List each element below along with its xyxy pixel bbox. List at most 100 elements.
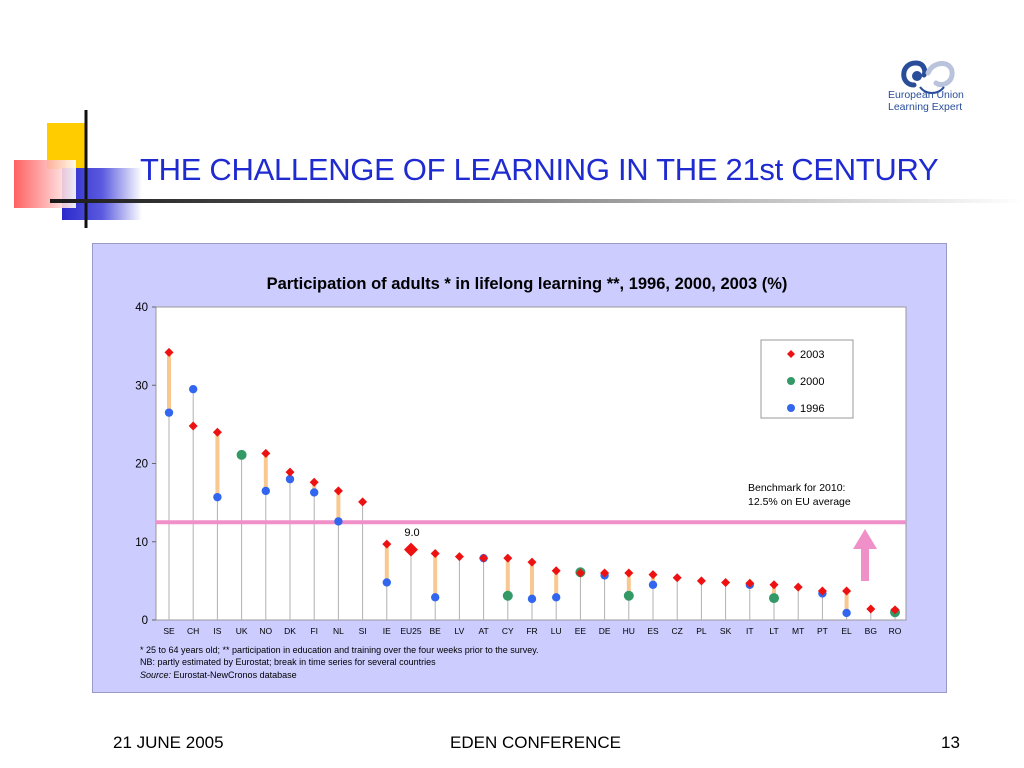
point-2003 — [769, 580, 779, 590]
x-tick-label: RO — [889, 626, 902, 636]
point-1996 — [552, 593, 561, 602]
point-1996 — [213, 492, 222, 502]
x-tick-label: HU — [623, 626, 635, 636]
legend-label-2003: 2003 — [800, 349, 824, 361]
y-tick-label: 40 — [135, 302, 148, 314]
point-1996 — [310, 488, 319, 497]
point-1996 — [527, 594, 537, 604]
x-tick-label: EL — [841, 626, 852, 636]
footnote-line2: NB: partly estimated by Eurostat; break … — [140, 657, 436, 667]
legend-label-1996: 1996 — [800, 403, 824, 415]
point-2003 — [479, 553, 489, 563]
x-tick-label: CZ — [672, 626, 683, 636]
logo-text-line2: Learning Expert — [888, 101, 963, 113]
source-note: Source: Eurostat-NewCronos database — [140, 670, 297, 680]
point-2003 — [745, 578, 755, 588]
footer-page-number: 13 — [941, 733, 960, 752]
x-tick-label: BE — [430, 626, 442, 636]
point-2003 — [212, 427, 222, 437]
point-2000 — [769, 593, 779, 604]
legend-label-2000: 2000 — [800, 376, 824, 388]
point-2003 — [454, 552, 464, 562]
legend-box — [760, 339, 854, 419]
x-tick-label: BG — [865, 626, 877, 636]
point-2003 — [817, 586, 827, 596]
x-tick-label: LV — [455, 626, 465, 636]
chart-svg: Participation of adults * in lifelong le… — [135, 275, 907, 680]
legend-marker-2003 — [787, 350, 795, 358]
point-2003 — [575, 568, 585, 578]
point-2000 — [502, 590, 513, 601]
point-2003 — [333, 486, 343, 496]
point-2003 — [358, 497, 368, 507]
x-tick-label: SK — [720, 626, 732, 636]
point-1996 — [189, 384, 198, 394]
benchmark-label-line1: Benchmark for 2010: — [748, 482, 845, 494]
y-tick-label: 20 — [135, 459, 148, 471]
source-text: Eurostat-NewCronos database — [171, 670, 297, 680]
point-2003 — [551, 566, 561, 576]
point-1996 — [648, 580, 658, 589]
y-axis: 0 10 20 30 40 — [135, 302, 156, 627]
point-2003 — [696, 576, 706, 586]
data-markers — [164, 347, 900, 618]
point-1996 — [334, 517, 343, 526]
x-tick-label: DK — [284, 626, 296, 636]
point-2003 — [672, 573, 682, 583]
x-tick-label: LT — [769, 626, 778, 636]
header-decoration — [14, 110, 142, 228]
point-2003 — [382, 539, 392, 549]
title-rule — [50, 199, 1024, 203]
point-2003 — [404, 542, 418, 557]
x-tick-label: DE — [599, 626, 611, 636]
legend-marker-2000 — [787, 377, 795, 385]
x-tick-label: IE — [383, 626, 391, 636]
x-tick-label: LU — [551, 626, 562, 636]
eu25-value-label: 9.0 — [404, 527, 419, 539]
point-2003 — [261, 448, 271, 458]
point-1996 — [431, 593, 440, 602]
slide-title: THE CHALLENGE OF LEARNING IN THE 21st CE… — [140, 152, 939, 187]
point-2003 — [600, 568, 610, 578]
x-tick-label: UK — [236, 626, 248, 636]
point-2003 — [527, 557, 537, 567]
point-1996 — [382, 578, 391, 587]
benchmark-arrow-icon — [853, 529, 877, 581]
point-2003 — [890, 605, 900, 615]
x-tick-label: CH — [187, 626, 199, 636]
x-tick-label: EE — [575, 626, 587, 636]
point-2003 — [430, 548, 440, 558]
x-tick-label: PL — [696, 626, 707, 636]
x-tick-label: MT — [792, 626, 804, 636]
point-2003 — [866, 604, 876, 614]
x-tick-label: SI — [359, 626, 367, 636]
point-2003 — [721, 577, 731, 587]
point-2003 — [624, 568, 634, 578]
x-axis: SE CH IS UK NO DK FI NL SI IE EU25 BE LV AT CY FR LU EE DE… — [163, 626, 901, 636]
x-tick-label: EU25 — [400, 626, 422, 636]
y-tick-label: 30 — [135, 380, 148, 392]
benchmark-label-line2: 12.5% on EU average — [748, 496, 851, 508]
legend: 2003 2000 1996 — [787, 349, 824, 415]
point-1996 — [842, 608, 851, 618]
x-tick-label: IS — [213, 626, 221, 636]
x-tick-label: ES — [647, 626, 659, 636]
legend-marker-1996 — [787, 404, 795, 412]
chart-panel: Participation of adults * in lifelong le… — [92, 243, 947, 693]
y-tick-label: 0 — [142, 615, 148, 627]
x-tick-label: NL — [333, 626, 344, 636]
x-tick-label: CY — [502, 626, 514, 636]
chart-title: Participation of adults * in lifelong le… — [267, 275, 788, 293]
x-tick-label: SE — [163, 626, 175, 636]
footnote-line1: * 25 to 64 years old; ** participation i… — [140, 645, 539, 655]
x-tick-label: IT — [746, 626, 754, 636]
point-2000 — [623, 590, 634, 601]
logo-text-line1: European Union — [888, 89, 964, 101]
point-2003 — [503, 553, 513, 563]
point-2003 — [188, 421, 198, 431]
point-2000 — [236, 449, 247, 460]
point-1996 — [285, 474, 295, 484]
point-1996 — [261, 486, 270, 496]
point-2003 — [309, 477, 319, 487]
point-2003 — [164, 347, 174, 357]
